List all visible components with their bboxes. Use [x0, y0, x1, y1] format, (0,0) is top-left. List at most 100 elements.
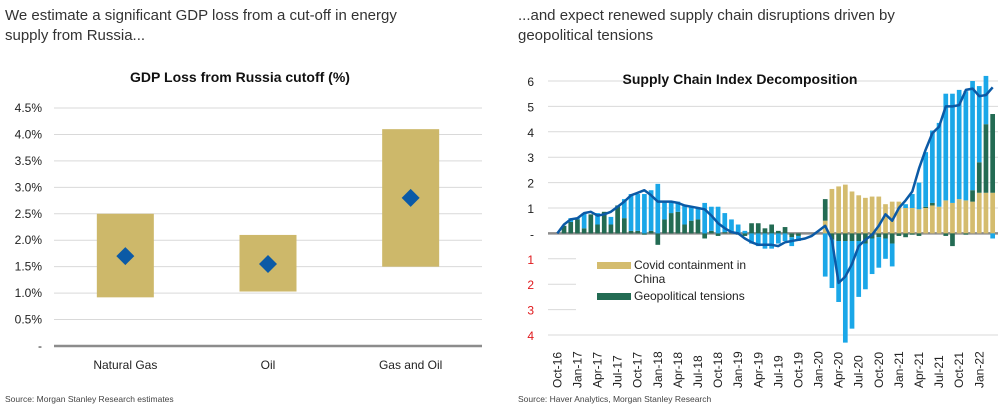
covid-bar — [970, 201, 975, 234]
geopolitical-bar — [722, 232, 728, 234]
category-label: Natural Gas — [93, 358, 157, 372]
geopolitical-bar — [635, 230, 641, 234]
x-tick-label: Oct-16 — [550, 352, 564, 388]
chart-title: GDP Loss from Russia cutoff (%) — [130, 69, 350, 85]
headline-right: ...and expect renewed supply chain disru… — [518, 7, 895, 44]
y-tick-label: - — [530, 227, 534, 241]
other-bar — [916, 182, 922, 210]
geopolitical-bar — [842, 233, 848, 242]
x-tick-label: Jan-20 — [812, 351, 826, 388]
other-bar — [628, 194, 634, 231]
y-tick-label: - — [38, 339, 42, 353]
legend: Covid containment in China Geopolitical … — [596, 258, 749, 316]
y-tick-label: 0.5% — [15, 313, 43, 327]
other-bar — [936, 122, 942, 207]
other-bar — [782, 233, 788, 242]
x-tick-label: Jan-17 — [570, 351, 584, 388]
geopolitical-bar — [923, 206, 929, 208]
other-bar — [869, 238, 875, 275]
covid-bar — [842, 184, 848, 234]
other-bar — [642, 194, 647, 234]
geopolitical-bar — [755, 223, 761, 234]
source-note-right: Source: Haver Analytics, Morgan Stanley … — [518, 394, 712, 404]
other-bar — [923, 152, 929, 207]
geopolitical-bar — [742, 233, 748, 236]
other-bar — [863, 243, 868, 290]
x-tick-label: Apr-21 — [912, 352, 926, 388]
other-bar — [876, 237, 882, 268]
covid-bar — [896, 201, 902, 234]
x-tick-label: Jul-20 — [852, 355, 866, 388]
other-bar — [635, 194, 641, 231]
other-bar — [970, 81, 975, 191]
geopolitical-bar — [601, 211, 607, 234]
x-tick-label: Jul-18 — [691, 355, 705, 388]
x-tick-label: Jan-18 — [651, 351, 665, 388]
geopolitical-bar — [776, 230, 781, 234]
other-bar — [702, 202, 708, 234]
geopolitical-bar — [588, 214, 594, 234]
other-bar — [950, 93, 955, 203]
geopolitical-bar — [990, 114, 995, 193]
legend-swatch-geopolitical — [597, 293, 631, 300]
other-bar — [621, 199, 627, 219]
geopolitical-bar — [749, 223, 754, 234]
other-bar — [715, 206, 721, 234]
point-estimate-marker — [116, 247, 135, 266]
geopolitical-bar — [849, 233, 855, 242]
geopolitical-bar — [581, 228, 587, 234]
point-estimate-marker — [401, 188, 420, 207]
covid-bar — [963, 200, 969, 234]
legend-label-geopolitical: Geopolitical tensions — [634, 289, 745, 303]
covid-bar — [849, 191, 855, 234]
other-bar — [930, 130, 935, 203]
y-tick-label: 1 — [527, 253, 534, 267]
geopolitical-bar — [916, 233, 922, 236]
covid-bar — [990, 192, 995, 234]
covid-bar — [930, 205, 935, 234]
geopolitical-bar — [822, 199, 828, 221]
other-bar — [976, 86, 982, 163]
other-bar — [755, 233, 761, 247]
covid-bar — [956, 199, 962, 234]
y-tick-label: 1 — [527, 202, 534, 216]
y-tick-label: 2 — [527, 177, 534, 191]
x-tick-label: Apr-20 — [832, 352, 846, 388]
covid-bar — [836, 186, 841, 234]
geopolitical-bar — [789, 233, 795, 238]
geopolitical-bar — [668, 213, 674, 234]
y-tick-label: 2 — [527, 278, 534, 292]
other-bar — [581, 213, 587, 229]
other-bar — [688, 206, 694, 221]
geopolitical-bar — [709, 230, 714, 234]
covid-bar — [876, 196, 882, 234]
y-tick-label: 4.0% — [15, 127, 43, 141]
geopolitical-bar — [715, 233, 721, 236]
y-tick-label: 4 — [527, 126, 534, 140]
geopolitical-bar — [762, 228, 768, 234]
y-tick-label: 3 — [527, 151, 534, 165]
geopolitical-bar — [575, 219, 580, 234]
geopolitical-bar — [608, 224, 614, 234]
covid-bar — [829, 188, 835, 234]
covid-bar — [889, 201, 895, 234]
other-bar — [729, 219, 734, 233]
other-bar — [595, 213, 600, 225]
geopolitical-bar — [648, 230, 654, 234]
title-background — [630, 72, 848, 90]
covid-bar — [923, 208, 929, 234]
source-note-left: Source: Morgan Stanley Research estimate… — [5, 394, 174, 404]
geopolitical-bar — [662, 219, 667, 234]
chart-title: Supply Chain Index Decomposition — [623, 71, 858, 87]
category-label: Oil — [261, 358, 276, 372]
geopolitical-bar — [976, 162, 982, 193]
other-bar — [836, 241, 841, 302]
other-bar — [963, 91, 969, 201]
x-tick-label: Oct-19 — [791, 352, 805, 388]
x-tick-label: Apr-19 — [751, 352, 765, 388]
other-bar — [662, 201, 667, 220]
geopolitical-bar — [876, 233, 882, 238]
geopolitical-bar — [628, 230, 634, 234]
legend-label-covid: Covid containment in China — [634, 258, 749, 286]
y-tick-label: 1.5% — [15, 260, 43, 274]
